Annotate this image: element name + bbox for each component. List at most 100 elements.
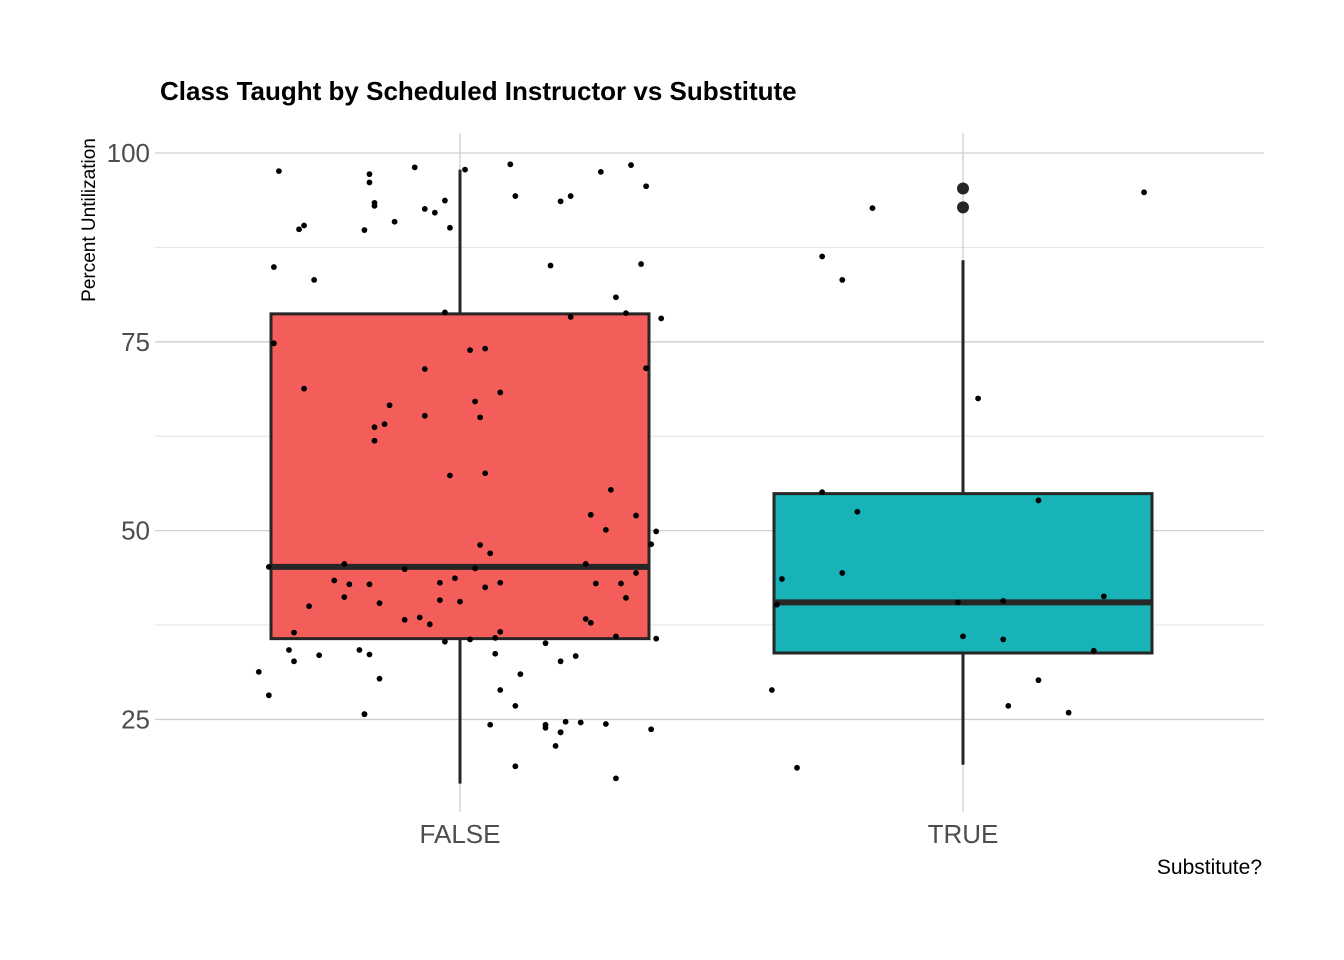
data-point-false [301,385,307,392]
data-point-false [608,486,614,493]
data-point-false [658,315,665,322]
data-point-false [462,166,468,173]
chart-title: Class Taught by Scheduled Instructor vs … [160,76,797,106]
data-point-false [592,580,599,587]
data-point-false [653,635,660,642]
data-point-false [517,671,524,678]
data-point-false [492,634,499,641]
data-point-false [587,511,594,518]
data-point-false [472,565,478,572]
data-point-false [482,345,489,352]
data-point-false [331,577,338,584]
data-point-false [386,402,393,409]
data-point-false [301,222,307,229]
data-point-false [356,647,363,653]
data-point-false [361,711,368,718]
data-point-false [366,179,373,186]
data-point-false [628,162,634,168]
data-point-false [276,168,282,175]
data-point-false [623,310,629,317]
data-point-false [421,205,428,212]
data-point-false [618,580,624,587]
data-point-false [291,658,297,665]
data-point-true [869,205,876,212]
data-point-false [597,168,604,175]
data-point-false [477,542,484,548]
data-point-false [426,621,433,628]
data-point-false [311,276,318,283]
data-point-false [381,421,388,428]
y-tick-label: 50 [121,516,150,546]
data-point-false [376,675,383,682]
data-point-false [401,616,408,623]
data-point-true [839,570,846,576]
data-point-false [512,193,519,199]
data-point-false [557,198,564,205]
data-point-false [316,652,323,659]
data-point-false [306,603,312,610]
data-point-false [572,653,579,659]
outlier-point-true [957,182,969,195]
data-point-false [255,668,262,675]
data-point-false [623,594,629,601]
data-point-false [371,437,378,444]
data-point-false [633,512,639,519]
data-point-true [1035,497,1042,504]
jitter-points [255,161,1147,782]
data-point-false [482,584,489,591]
data-point-true [1090,647,1097,654]
data-point-false [442,197,448,204]
data-point-false [567,313,574,320]
data-point-false [421,412,428,419]
box-false [269,312,651,641]
data-point-false [270,340,277,347]
data-point-true [1065,709,1072,716]
data-point-false [472,398,478,405]
data-point-false [577,719,584,726]
outlier-point-true [957,201,969,214]
data-point-false [512,702,519,709]
data-point-true [955,599,961,606]
data-point-true [1100,593,1107,600]
boxes [269,169,1154,784]
data-point-true [768,687,775,693]
data-point-false [436,597,443,604]
data-point-false [613,775,619,782]
data-point-false [613,633,619,640]
data-point-false [457,598,463,605]
data-point-false [366,651,373,658]
data-point-false [341,560,348,567]
data-point-false [542,640,549,647]
data-point-false [497,389,504,396]
data-point-false [436,579,443,586]
data-point-true [794,764,800,771]
data-point-true [975,395,981,402]
data-point-true [1000,597,1007,604]
data-point-false [613,294,619,301]
data-point-false [270,264,277,270]
data-point-false [447,472,453,479]
data-point-false [442,309,448,316]
data-point-false [296,226,302,233]
data-point-false [497,687,504,693]
data-point-false [265,563,272,570]
x-tick-label-true: TRUE [928,819,999,849]
data-point-false [648,541,655,548]
data-point-false [431,209,438,216]
data-point-false [557,658,564,665]
data-point-false [542,724,549,731]
data-point-false [447,224,453,231]
y-tick-label: 100 [107,138,150,168]
data-point-false [582,560,589,567]
data-point-false [265,692,272,699]
data-point-false [487,721,494,728]
data-point-false [477,414,484,421]
data-point-false [366,171,373,178]
data-point-false [587,619,594,626]
data-point-false [492,650,499,657]
data-point-false [567,193,574,199]
data-point-false [442,638,448,645]
data-point-false [552,742,559,749]
x-axis-label: Substitute? [1156,856,1262,879]
